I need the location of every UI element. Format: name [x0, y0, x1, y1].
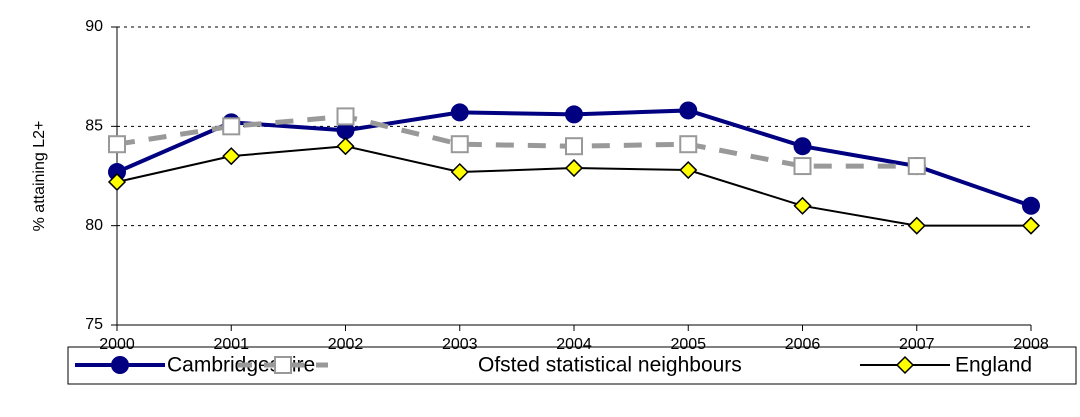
legend-marker [895, 355, 915, 375]
point [336, 137, 355, 156]
point [1022, 196, 1040, 215]
point [793, 137, 812, 156]
point [222, 117, 241, 136]
point [108, 135, 126, 154]
point [793, 157, 812, 176]
y-tick-label: 90 [85, 18, 103, 35]
point [336, 121, 355, 140]
point [564, 158, 584, 178]
point [336, 107, 355, 126]
point [565, 105, 583, 124]
point [679, 101, 698, 120]
x-tick-label: 2004 [556, 336, 592, 353]
point [679, 135, 698, 154]
point [679, 160, 698, 180]
point [793, 196, 812, 215]
legend-marker [274, 356, 292, 374]
point [107, 172, 127, 192]
y-tick-label: 75 [85, 316, 103, 333]
x-tick-label: 2001 [213, 336, 249, 353]
x-tick-label: 2000 [99, 336, 135, 353]
y-tick-label: 80 [85, 217, 103, 234]
point [907, 216, 926, 235]
point [108, 163, 126, 182]
point [907, 157, 926, 176]
x-tick-label: 2007 [899, 336, 935, 353]
legend-label: Ofsted statistical neighbours [478, 354, 742, 377]
point [222, 147, 241, 166]
y-tick-label: 85 [85, 118, 103, 135]
x-tick-label: 2008 [1013, 336, 1049, 353]
point [450, 103, 469, 122]
x-tick-label: 2005 [670, 336, 706, 353]
legend-label: England [955, 354, 1032, 377]
x-tick-label: 2006 [785, 336, 821, 353]
y-axis-label: % attaining L2+ [31, 121, 48, 232]
point [450, 162, 469, 182]
x-tick-label: 2003 [442, 336, 478, 353]
point [565, 137, 583, 156]
x-tick-label: 2002 [328, 336, 364, 353]
point [450, 135, 469, 154]
legend-marker [111, 356, 129, 374]
series-line [116, 145, 1031, 227]
series-line [116, 113, 917, 169]
point [1021, 216, 1041, 235]
